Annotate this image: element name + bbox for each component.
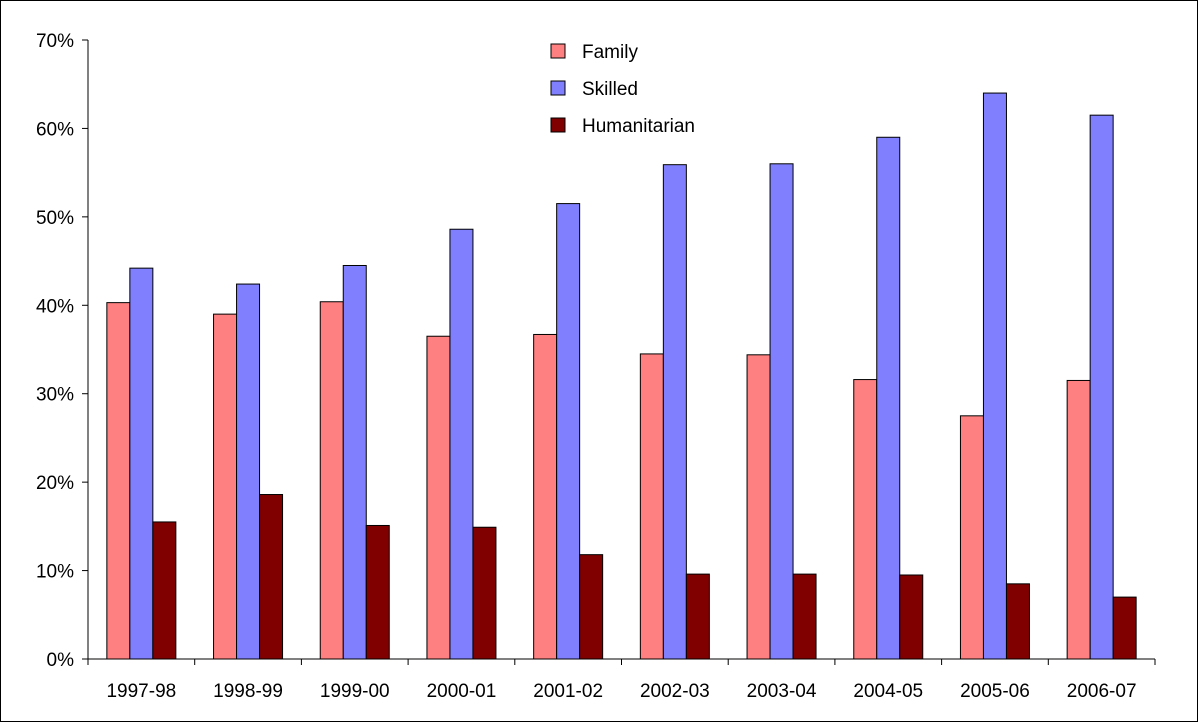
- bar-humanitarian-1998-99: [259, 494, 284, 660]
- y-tick-label: 60%: [36, 119, 74, 140]
- bar-humanitarian-1999-00: [365, 524, 390, 660]
- bar-family-2001-02: [533, 333, 558, 660]
- x-category-label: 2001-02: [533, 681, 603, 702]
- bar-skilled-2003-04: [769, 163, 794, 660]
- bar-skilled-1998-99: [236, 283, 261, 660]
- bar-humanitarian-2000-01: [472, 526, 497, 660]
- y-tick-label: 10%: [36, 562, 74, 583]
- legend-label-skilled: Skilled: [582, 79, 638, 100]
- ticks-layer: 0% 10% 20% 30% 40% 50% 60% 70% 1997-98 1998-99 199…: [36, 31, 1156, 702]
- x-category-label: 2006-07: [1067, 681, 1137, 702]
- y-tick-label: 50%: [36, 208, 74, 229]
- bar-humanitarian-2004-05: [899, 574, 924, 660]
- bar-family-2003-04: [746, 354, 771, 660]
- bar-family-1998-99: [213, 313, 238, 660]
- bars-layer: [106, 92, 1137, 660]
- legend-swatch-skilled: [550, 80, 566, 96]
- bar-family-2005-06: [959, 415, 984, 660]
- y-tick-label: 30%: [36, 385, 74, 406]
- legend: Family Skilled Humanitarian: [550, 42, 695, 137]
- bar-skilled-2001-02: [556, 203, 581, 660]
- bar-family-2006-07: [1066, 379, 1091, 660]
- legend-label-humanitarian: Humanitarian: [582, 116, 695, 137]
- y-tick-label: 40%: [36, 296, 74, 317]
- x-category-label: 2002-03: [640, 681, 710, 702]
- bar-humanitarian-2001-02: [579, 554, 604, 660]
- bar-skilled-2005-06: [982, 92, 1007, 660]
- x-category-label: 1997-98: [106, 681, 176, 702]
- legend-swatch-humanitarian: [550, 117, 566, 133]
- bar-skilled-1997-98: [129, 267, 154, 660]
- x-category-label: 1999-00: [320, 681, 390, 702]
- bar-skilled-2004-05: [876, 136, 901, 660]
- legend-swatch-family: [550, 43, 566, 59]
- x-category-label: 1998-99: [213, 681, 283, 702]
- x-category-label: 2005-06: [960, 681, 1030, 702]
- y-tick-label: 20%: [36, 473, 74, 494]
- bar-skilled-2006-07: [1089, 114, 1114, 660]
- bar-skilled-2000-01: [449, 228, 474, 660]
- bar-family-2004-05: [853, 379, 878, 660]
- bar-skilled-2002-03: [662, 164, 687, 660]
- bar-humanitarian-2005-06: [1005, 583, 1030, 660]
- y-tick-label: 70%: [36, 31, 74, 52]
- bar-family-2000-01: [426, 335, 451, 660]
- y-tick-label: 0%: [47, 650, 75, 671]
- bar-humanitarian-2006-07: [1112, 596, 1137, 660]
- bar-family-1997-98: [106, 302, 131, 660]
- bar-humanitarian-2003-04: [792, 573, 817, 660]
- bar-family-1999-00: [319, 301, 344, 660]
- bar-humanitarian-1997-98: [152, 521, 177, 660]
- x-category-label: 2004-05: [853, 681, 923, 702]
- bar-family-2002-03: [639, 353, 664, 660]
- x-category-label: 2000-01: [427, 681, 497, 702]
- bar-humanitarian-2002-03: [685, 573, 710, 660]
- x-category-label: 2003-04: [747, 681, 817, 702]
- legend-label-family: Family: [582, 42, 638, 63]
- bar-skilled-1999-00: [342, 264, 367, 660]
